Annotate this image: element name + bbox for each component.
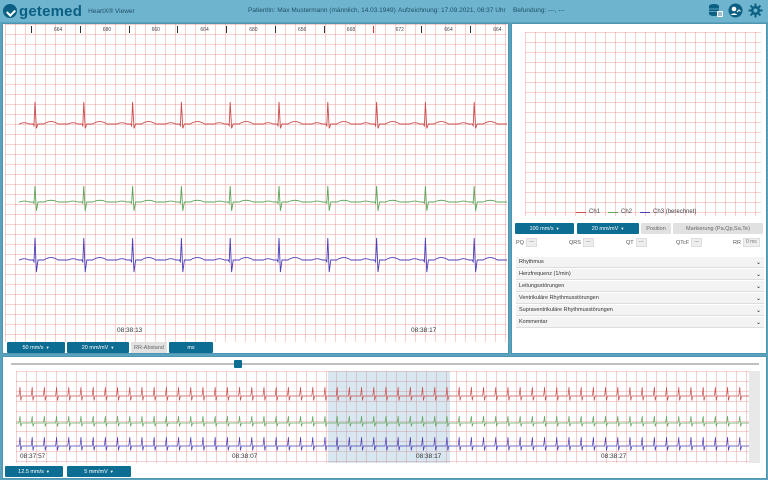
accordion-heart-rate[interactable]: Herzfrequenz (1/min) ⌄ <box>516 269 764 280</box>
rr-interval-label: 664 <box>493 27 502 33</box>
overview-time-label: 08:38:07 <box>232 453 258 460</box>
ch3-trace <box>19 237 507 273</box>
ch2-overview-trace <box>16 415 760 427</box>
rr-interval-label: 672 <box>395 27 404 33</box>
accordion-comment[interactable]: Kommentar ⌄ <box>516 317 764 328</box>
overview-time-label: 08:38:27 <box>601 453 627 460</box>
rr-measurement: RR 0 ms <box>733 238 760 247</box>
chevron-down-icon: ⌄ <box>755 284 761 290</box>
chevron-down-icon: ⌄ <box>755 272 761 278</box>
overview-panel: 08:37:57 08:38:07 08:38:17 08:38:27 12.5… <box>2 356 767 479</box>
overview-speed-select[interactable]: 12.5 mm/s ▼ <box>5 466 63 477</box>
main-time-label: 08:38:13 <box>117 327 143 334</box>
qt-measurement: QT --- <box>626 238 647 247</box>
overview-selection-window[interactable] <box>328 371 450 463</box>
ch1-legend-line <box>576 211 586 213</box>
rr-distance-toggle[interactable]: RR-Abstand <box>131 342 167 353</box>
main-ecg-panel: 664 680 660 664 680 656 668 672 664 664 08:38:13 … <box>2 23 509 354</box>
overview-time-label: 08:37:57 <box>20 453 46 460</box>
rr-interval-tick <box>31 26 32 33</box>
overview-scrollbar[interactable] <box>749 371 760 463</box>
ch1-legend-label: Ch1 <box>589 209 601 215</box>
chevron-down-icon: ⌄ <box>755 320 761 326</box>
rr-interval-tick <box>226 26 228 33</box>
rr-interval-tick <box>128 26 130 33</box>
accordion-supraventricular[interactable]: Supraventrikuläre Rhythmusstörungen ⌄ <box>516 305 764 316</box>
main-speed-select[interactable]: 50 mm/s ▼ <box>7 342 65 353</box>
rr-interval-tick <box>79 26 81 33</box>
ch3-legend-line <box>640 211 651 213</box>
rr-interval-label: 664 <box>54 27 63 33</box>
rr-interval-tick <box>470 26 472 33</box>
overview-grid[interactable]: 08:37:57 08:38:07 08:38:17 08:38:27 <box>16 371 760 463</box>
rr-interval-tick <box>372 26 374 33</box>
rr-interval-label: 680 <box>102 27 112 33</box>
database-list-icon[interactable] <box>707 2 724 19</box>
ch1-trace <box>19 101 507 129</box>
logo-check-icon <box>3 4 17 18</box>
patient-info: PatientIn: Max Mustermann (männlich, 14.… <box>248 7 396 14</box>
logo-text: getemed <box>19 2 83 20</box>
overview-slider-handle[interactable] <box>234 360 242 368</box>
settings-gear-icon[interactable] <box>747 2 764 19</box>
pq-measurement: PQ --- <box>516 238 537 247</box>
complex-panel: Ch1 Ch2 Ch3 (berechnet) 100 mm/s ▼ 20 mm/… <box>511 23 767 354</box>
getemed-logo: getemed <box>3 3 82 20</box>
patient-profile-icon[interactable] <box>727 2 744 19</box>
chevron-down-icon: ⌄ <box>755 308 761 314</box>
qtcf-measurement: QTcF --- <box>676 238 703 247</box>
rr-interval-tick <box>275 26 276 33</box>
complex-speed-select[interactable]: 100 mm/s ▼ <box>515 223 574 234</box>
rr-interval-tick <box>421 26 423 33</box>
findings-info: Befundung: ---, --- <box>513 7 565 14</box>
main-ecg-traces <box>19 101 507 273</box>
accordion-conduction[interactable]: Leitungsstörungen ⌄ <box>516 281 764 292</box>
rr-interval-tick <box>323 26 325 33</box>
overview-slider-track[interactable] <box>11 363 759 365</box>
marking-button[interactable]: Markierung (Pa,Qp,Sa,Te) <box>673 223 763 234</box>
rr-unit-button[interactable]: ms <box>169 342 213 353</box>
rr-interval-label: 664 <box>200 27 209 33</box>
rr-interval-label: 668 <box>346 27 356 33</box>
complex-grid[interactable] <box>525 32 761 216</box>
overview-gain-select[interactable]: 5 mm/mV ▼ <box>67 466 131 477</box>
ch2-trace <box>19 185 507 211</box>
accordion-rhythm[interactable]: Rhythmus ⌄ <box>516 257 764 268</box>
overview-time-label: 08:38:17 <box>416 453 442 460</box>
accordion-ventricular[interactable]: Ventrikuläre Rhythmusstörungen ⌄ <box>516 293 764 304</box>
rr-interval-label: 680 <box>249 27 258 33</box>
overview-ecg-traces <box>16 386 760 451</box>
ch3-legend-label: Ch3 (berechnet) <box>653 209 697 215</box>
rr-interval-label: 656 <box>298 27 307 33</box>
position-button[interactable]: Position <box>641 223 671 234</box>
ch1-overview-trace <box>16 386 760 401</box>
main-ecg-grid[interactable]: 664 680 660 664 680 656 668 672 664 664 08:38:13 … <box>5 24 507 342</box>
channel-legend: Ch1 Ch2 Ch3 (berechnet) <box>576 209 696 215</box>
rr-interval-tick <box>177 26 179 33</box>
ch2-legend-line <box>608 211 619 213</box>
recording-info: Aufzeichnung: 17.09.2021, 08:37 Uhr <box>398 7 506 14</box>
complex-gain-select[interactable]: 20 mm/mV ▼ <box>577 223 639 234</box>
ch3-overview-trace <box>16 436 760 451</box>
qrs-measurement: QRS --- <box>569 238 594 247</box>
chevron-down-icon: ⌄ <box>755 260 761 266</box>
ch2-legend-label: Ch2 <box>621 209 633 215</box>
main-time-label: 08:38:17 <box>411 327 437 334</box>
main-gain-select[interactable]: 20 mm/mV ▼ <box>67 342 129 353</box>
app-name: HeartX® Viewer <box>88 7 135 15</box>
rr-interval-label: 664 <box>444 27 453 33</box>
chevron-down-icon: ⌄ <box>755 296 761 302</box>
app-header: getemed HeartX® Viewer PatientIn: Max Mu… <box>0 0 768 22</box>
rr-interval-label: 660 <box>151 27 160 33</box>
